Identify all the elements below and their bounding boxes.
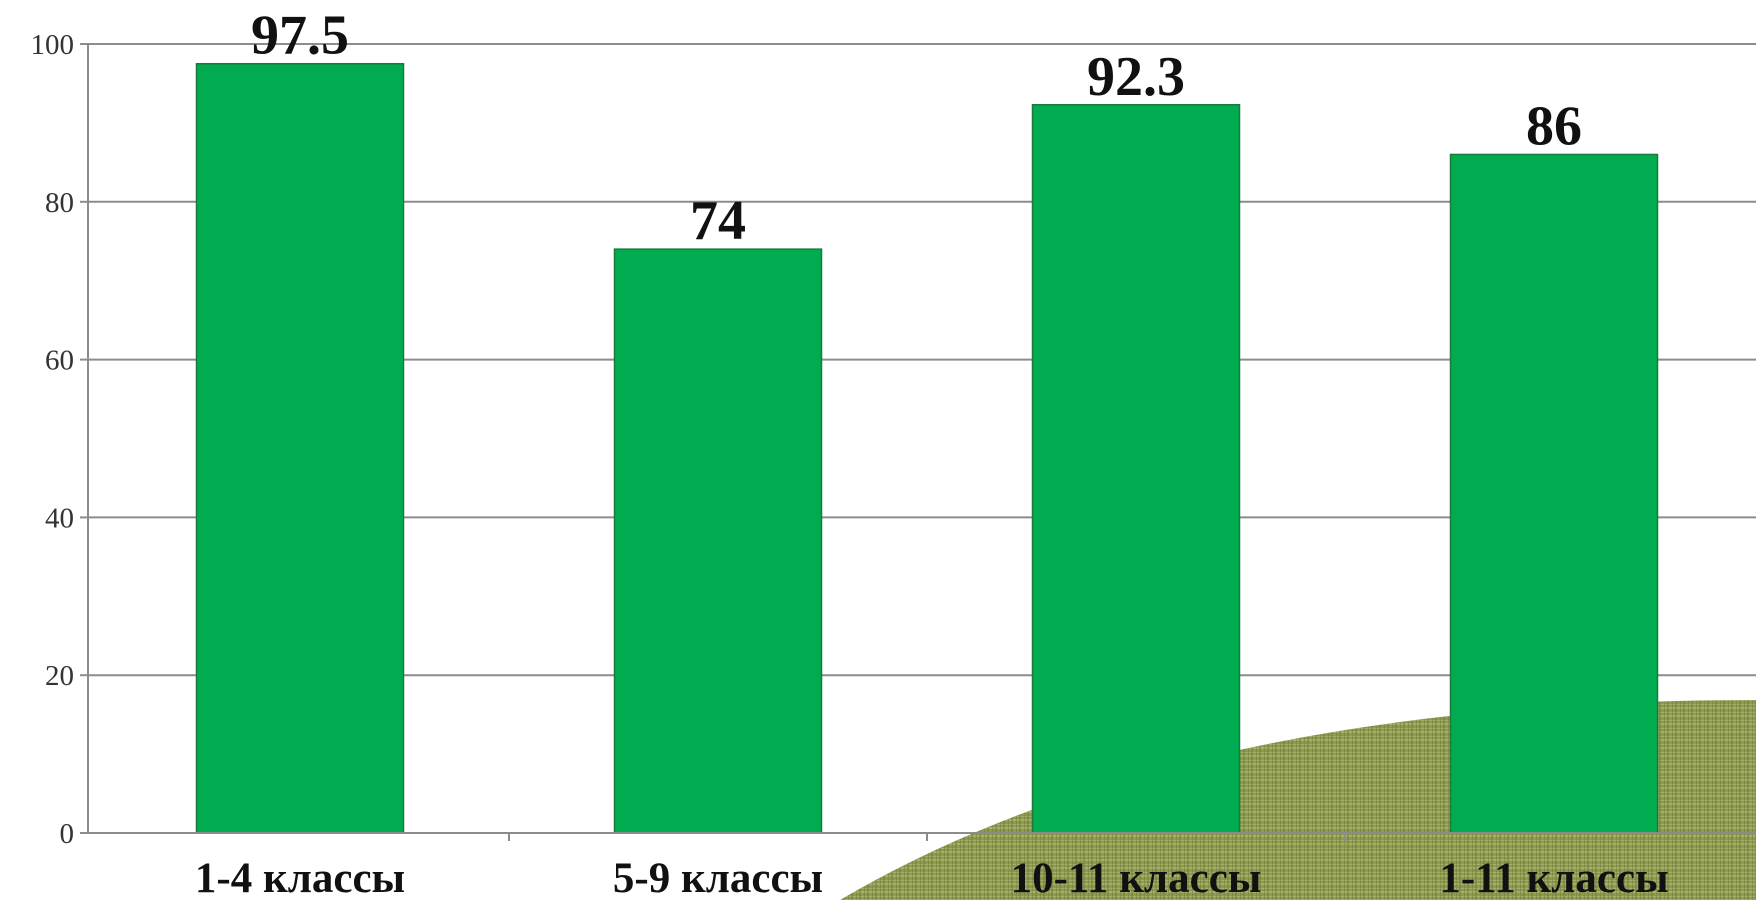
data-label: 92.3 [1087, 46, 1185, 108]
data-label: 86 [1526, 95, 1582, 157]
data-labels: 97.5 74 92.3 86 [251, 5, 1582, 252]
data-label: 97.5 [251, 5, 349, 67]
x-tick-label: 1-4 классы [195, 855, 405, 900]
x-tick-label: 1-11 классы [1439, 855, 1668, 900]
bar [1031, 104, 1241, 834]
bars [195, 62, 1659, 834]
y-tick-label: 20 [45, 660, 74, 692]
x-tick-labels: 1-4 классы 5-9 классы 10-11 классы 1-11 кла… [195, 855, 1669, 902]
data-label: 74 [690, 190, 746, 252]
y-tick-label: 80 [45, 187, 74, 219]
bar [1449, 153, 1659, 834]
y-tick-label: 0 [60, 818, 75, 850]
x-tick-label: 5-9 классы [613, 855, 823, 900]
axes [80, 43, 1756, 841]
bar [195, 62, 405, 834]
y-tick-label: 100 [31, 29, 75, 61]
bar [613, 248, 823, 834]
y-tick-label: 60 [45, 345, 74, 377]
x-tick-label: 10-11 классы [1011, 855, 1262, 900]
y-tick-labels: 0 20 40 60 80 100 [31, 29, 75, 850]
y-tick-label: 40 [45, 502, 74, 534]
